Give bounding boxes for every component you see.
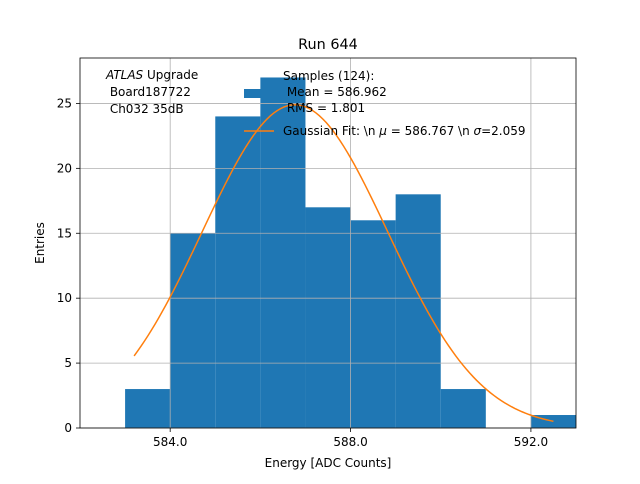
x-tick-label: 588.0 (333, 435, 367, 449)
gaussian-fit-curve (133, 103, 554, 423)
x-axis-ticks: 584.0 588.0 592.0 (153, 428, 548, 449)
legend-hist-line-3: RMS = 1.801 (283, 101, 365, 115)
histogram-bar (305, 207, 351, 428)
svg-text:ATLAS Upgrade: ATLAS Upgrade (105, 68, 198, 82)
atlas-upgrade-text: Upgrade (143, 68, 198, 82)
atlas-annotation: ATLAS Upgrade Board187722 Ch032 35dB (105, 68, 198, 116)
histogram-bar (125, 389, 171, 428)
y-tick-label: 10 (57, 291, 72, 305)
legend-hist-swatch (244, 89, 282, 98)
channel-text: Ch032 35dB (106, 102, 184, 116)
histogram-bar (440, 389, 486, 428)
y-tick-label: 25 (57, 96, 72, 110)
board-id-text: Board187722 (106, 85, 191, 99)
histogram-bar (395, 194, 441, 428)
x-axis-label: Energy [ADC Counts] (265, 456, 392, 470)
x-tick-label: 592.0 (514, 435, 548, 449)
histogram-bar (215, 116, 261, 428)
y-axis-ticks: 0 5 10 15 20 25 (57, 96, 80, 435)
histogram-bar (260, 77, 306, 428)
y-tick-label: 20 (57, 161, 72, 175)
legend-fit-label: Gaussian Fit: \n μ = 586.767 \n σ=2.059 (283, 124, 526, 138)
plot-frame (79, 57, 577, 429)
chart-title: Run 644 (298, 37, 358, 53)
legend-hist-line-1: Samples (124): (283, 69, 374, 83)
y-tick-label: 0 (64, 421, 72, 435)
legend: Samples (124): Mean = 586.962 RMS = 1.80… (244, 69, 526, 138)
y-axis-label: Entries (33, 222, 47, 264)
histogram-bar (170, 233, 216, 428)
y-tick-label: 15 (57, 226, 72, 240)
x-tick-label: 584.0 (153, 435, 187, 449)
atlas-italic-text: ATLAS (105, 68, 144, 82)
histogram-bar (350, 220, 396, 428)
y-tick-label: 5 (64, 356, 72, 370)
legend-hist-line-2: Mean = 586.962 (283, 85, 387, 99)
